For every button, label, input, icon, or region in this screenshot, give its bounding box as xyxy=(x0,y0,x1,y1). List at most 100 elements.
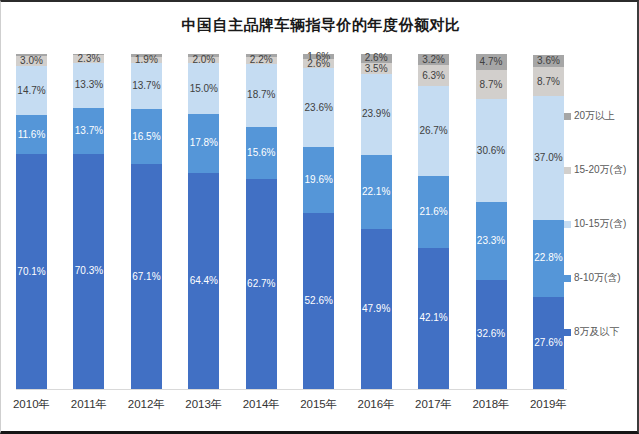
bar-segment-10-15万(含): 23.9% xyxy=(361,74,392,154)
chart-title: 中国自主品牌车辆指导价的年度份额对比 xyxy=(21,16,621,35)
bar-segment-10-15万(含): 30.6% xyxy=(476,99,507,202)
bar-segment-8-10万(含): 22.1% xyxy=(361,155,392,229)
x-axis-label-2015年: 2015年 xyxy=(303,397,334,412)
x-axis-line xyxy=(16,389,567,390)
bar-2018年: 4.7% 8.7% 30.6% 23.3% 32.6% xyxy=(476,54,507,389)
segment-label: 23.6% xyxy=(305,103,333,113)
segment-label: 70.3% xyxy=(75,266,103,276)
bar-segment-8-10万(含): 15.6% xyxy=(246,127,277,179)
bar-segment-15-20万(含): 8.7% xyxy=(533,67,564,96)
x-axis-label-2017年: 2017年 xyxy=(418,397,449,412)
segment-label: 13.3% xyxy=(75,80,103,90)
bar-2011年: 2.3% 13.3% 13.7% 70.3% xyxy=(73,54,104,389)
bar-segment-8万及以下: 67.1% xyxy=(131,164,162,389)
segment-label: 32.6% xyxy=(477,329,505,339)
legend-item-15-20万(含): 15-20万(含) xyxy=(564,164,638,176)
bar-segment-8-10万(含): 23.3% xyxy=(476,202,507,280)
segment-label: 14.7% xyxy=(17,86,45,96)
bar-segment-15-20万(含): 2.2% xyxy=(246,57,277,64)
bar-segment-15-20万(含): 8.7% xyxy=(476,70,507,99)
segment-label: 42.1% xyxy=(419,313,447,323)
bar-segment-20万以上: 4.7% xyxy=(476,54,507,70)
segment-label: 19.6% xyxy=(305,175,333,185)
bar-segment-8万及以下: 42.1% xyxy=(418,248,449,389)
segment-label: 11.6% xyxy=(18,130,46,140)
x-axis-label-2019年: 2019年 xyxy=(533,397,564,412)
x-axis-label-2018年: 2018年 xyxy=(476,397,507,412)
x-axis-label-2010年: 2010年 xyxy=(16,397,47,412)
bar-segment-15-20万(含): 3.0% xyxy=(16,56,47,66)
segment-label: 15.6% xyxy=(247,148,275,158)
segment-label: 62.7% xyxy=(247,279,275,289)
segment-label: 16.5% xyxy=(132,132,160,142)
segment-label: 21.6% xyxy=(419,207,447,217)
legend-swatch-icon xyxy=(564,113,571,120)
bar-segment-10-15万(含): 37.0% xyxy=(533,96,564,220)
segment-label: 70.1% xyxy=(17,267,45,277)
segment-label: 13.7% xyxy=(132,81,160,91)
segment-label: 52.6% xyxy=(305,296,333,306)
x-axis-label-2016年: 2016年 xyxy=(361,397,392,412)
segment-label: 22.1% xyxy=(362,187,390,197)
bar-segment-8万及以下: 70.3% xyxy=(73,154,104,390)
legend-swatch-icon xyxy=(564,329,571,336)
legend-swatch-icon xyxy=(564,221,571,228)
bar-segment-8-10万(含): 19.6% xyxy=(303,147,334,213)
legend-swatch-icon xyxy=(564,167,571,174)
bar-2019年: 3.6%8.7%37.0%22.8%27.6% xyxy=(533,54,564,389)
segment-label: 64.4% xyxy=(190,276,218,286)
legend-item-8万及以下: 8万及以下 xyxy=(564,326,638,338)
bar-segment-8-10万(含): 16.5% xyxy=(131,109,162,164)
segment-label: 67.1% xyxy=(132,272,160,282)
legend-label: 15-20万(含) xyxy=(574,165,626,175)
bar-segment-8-10万(含): 21.6% xyxy=(418,176,449,248)
segment-label: 6.3% xyxy=(422,71,445,81)
x-axis-labels: 2010年2011年2012年2013年2014年2015年2016年2017年… xyxy=(16,397,564,412)
legend-label: 20万以上 xyxy=(574,111,615,121)
bar-segment-8万及以下: 62.7% xyxy=(246,179,277,389)
bar-segment-10-15万(含): 13.7% xyxy=(131,63,162,109)
segment-label: 18.7% xyxy=(247,90,275,100)
bar-segment-15-20万(含): 2.3% xyxy=(73,55,104,63)
bar-segment-20万以上: 3.2% xyxy=(418,54,449,65)
bar-2015年: 1.6%2.6%23.6%19.6%52.6% xyxy=(303,54,334,389)
x-axis-label-2012年: 2012年 xyxy=(131,397,162,412)
segment-label: 47.9% xyxy=(362,304,390,314)
segment-label: 26.7% xyxy=(419,126,447,136)
segment-label: 23.3% xyxy=(477,236,505,246)
bar-2017年: 3.2% 6.3% 26.7% 21.6% 42.1% xyxy=(418,54,449,389)
bar-segment-10-15万(含): 13.3% xyxy=(73,63,104,108)
legend-label: 8-10万(含) xyxy=(574,273,621,283)
legend-label: 8万及以下 xyxy=(574,327,620,337)
bar-2014年: 2.2% 18.7% 15.6% 62.7% xyxy=(246,54,277,389)
bar-segment-15-20万(含): 2.0% xyxy=(188,57,219,64)
segment-label: 23.9% xyxy=(362,109,390,119)
segment-label: 13.7% xyxy=(75,126,103,136)
segment-label: 22.8% xyxy=(534,253,562,263)
legend-swatch-icon xyxy=(564,275,571,282)
segment-label: 4.7% xyxy=(480,57,503,67)
bar-2013年: 2.0% 15.0% 17.8% 64.4% xyxy=(188,54,219,389)
segment-label: 3.2% xyxy=(422,55,445,65)
legend-item-8-10万(含): 8-10万(含) xyxy=(564,272,638,284)
segment-label: 27.6% xyxy=(534,338,562,348)
segment-label: 37.0% xyxy=(534,153,562,163)
bar-segment-8万及以下: 27.6% xyxy=(533,297,564,389)
bar-segment-10-15万(含): 18.7% xyxy=(246,64,277,127)
segment-label: 15.0% xyxy=(190,84,218,94)
segment-label: 30.6% xyxy=(477,146,505,156)
bar-segment-8-10万(含): 17.8% xyxy=(188,114,219,174)
legend: 20万以上15-20万(含)10-15万(含)8-10万(含)8万及以下 xyxy=(564,110,638,380)
bar-segment-15-20万(含): 6.3% xyxy=(418,65,449,86)
bar-segment-8-10万(含): 13.7% xyxy=(73,108,104,154)
bar-2012年: 1.9%13.7%16.5%67.1% xyxy=(131,54,162,389)
segment-label: 17.8% xyxy=(190,138,218,148)
bar-segment-20万以上: 2.6% xyxy=(361,54,392,63)
segment-label: 8.7% xyxy=(537,77,560,87)
x-axis-label-2013年: 2013年 xyxy=(188,397,219,412)
x-axis-label-2011年: 2011年 xyxy=(73,397,104,412)
bar-segment-8万及以下: 64.4% xyxy=(188,173,219,389)
bar-segment-15-20万(含): 3.5% xyxy=(361,63,392,75)
bar-segment-8万及以下: 70.1% xyxy=(16,154,47,389)
bar-2010年: 3.0% 14.7% 11.6% 70.1% xyxy=(16,54,47,389)
